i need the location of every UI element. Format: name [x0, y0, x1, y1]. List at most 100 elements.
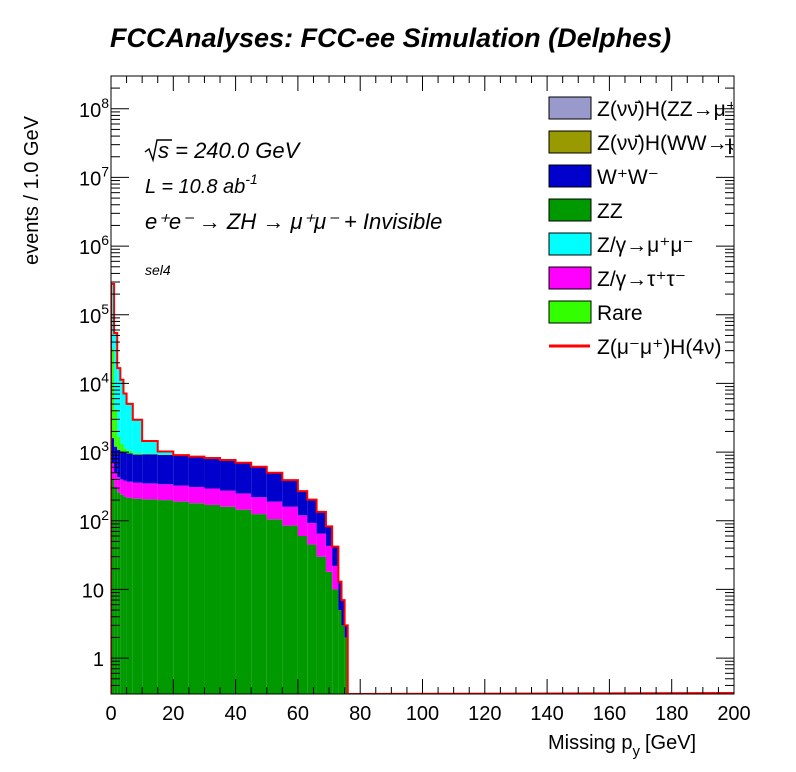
bar-series3-bin4 — [123, 448, 127, 453]
bar-series4-bin1 — [114, 333, 118, 410]
annotation-selection: sel4 — [145, 262, 171, 278]
bar-series4-bin3 — [120, 379, 124, 444]
bar-series1-bin2 — [117, 477, 121, 493]
chart-title: FCCAnalyses: FCC-ee Simulation (Delphes) — [110, 23, 671, 53]
bar-series1-bin8 — [157, 484, 174, 501]
bar-series1-bin19 — [316, 533, 326, 557]
bar-series1-bin12 — [220, 490, 236, 507]
legend-swatch — [548, 96, 592, 120]
x-tick-label: 60 — [287, 703, 309, 725]
bar-series3-bin3 — [120, 443, 124, 452]
x-tick-label: 40 — [224, 703, 246, 725]
legend-label: Z/γ→τ⁺τ⁻ — [597, 268, 686, 291]
bar-series0-bin22 — [338, 610, 342, 694]
x-tick-label: 120 — [468, 703, 501, 725]
bar-series2-bin0 — [111, 438, 115, 463]
x-axis-label: Missing py [GeV] — [548, 732, 696, 760]
bar-series2-bin4 — [123, 452, 127, 481]
bar-series2-bin20 — [325, 526, 333, 546]
y-tick-label: 102 — [79, 507, 109, 534]
x-tick-label: 0 — [105, 703, 116, 725]
x-axis: 0 20 40 60 80 100 120 140 160 180 200 — [105, 76, 751, 725]
bar-series3-bin6 — [132, 453, 143, 455]
bar-series1-bin16 — [282, 506, 298, 526]
bar-series2-bin11 — [204, 458, 221, 489]
bar-series2-bin12 — [220, 460, 236, 491]
bar-series0-bin6 — [132, 498, 143, 694]
bar-series2-bin6 — [132, 454, 143, 483]
bar-series1-bin10 — [188, 487, 205, 504]
bar-series2-bin18 — [307, 499, 317, 523]
bar-series2-bin9 — [173, 455, 189, 486]
bar-series0-bin0 — [111, 479, 115, 694]
legend-label: Rare — [597, 302, 643, 325]
bar-series2-bin10 — [188, 456, 205, 488]
annotation-process: e⁺e⁻ → ZH → μ⁺μ⁻ + Invisible — [145, 209, 442, 234]
legend-swatch — [548, 130, 592, 154]
bar-series0-bin12 — [220, 506, 236, 694]
bar-series2-bin1 — [114, 446, 118, 473]
y-tick-label: 1 — [93, 649, 104, 671]
bar-series4-bin2 — [117, 368, 121, 437]
bar-series4-bin8 — [157, 451, 174, 455]
legend: Z(νν̄)H(ZZ→μ⁺μ⁻ν⁺ν⁻) Z(νν̄)H(WW→μ⁺νμ⁻ν) W⁺… — [548, 96, 733, 359]
y-tick-label: 10 — [82, 580, 104, 602]
bar-series2-bin13 — [235, 462, 252, 494]
bar-series1-bin1 — [114, 472, 118, 488]
legend-swatch — [548, 266, 592, 290]
bar-series0-bin9 — [173, 501, 189, 694]
bar-series1-bin15 — [266, 501, 283, 520]
bar-series2-bin5 — [126, 453, 133, 482]
y-tick-label: 107 — [79, 163, 109, 190]
bar-series0-bin4 — [123, 496, 127, 694]
x-tick-label: 200 — [717, 703, 750, 725]
bar-series0-bin19 — [316, 556, 326, 694]
bar-series2-bin7 — [142, 454, 158, 484]
bar-series0-bin10 — [188, 503, 205, 694]
sqrt-symbol — [144, 139, 172, 163]
bar-series1-bin7 — [142, 483, 158, 500]
legend-swatch — [548, 164, 592, 188]
bar-series0-bin23 — [341, 625, 345, 694]
bar-series0-bin7 — [142, 499, 158, 694]
y-tick-label: 106 — [79, 232, 109, 259]
bar-series0-bin11 — [204, 504, 221, 694]
bar-series0-bin1 — [114, 488, 118, 694]
legend-label: W⁺W⁻ — [597, 166, 659, 189]
bar-series0-bin17 — [297, 535, 308, 694]
bar-series0-bin2 — [117, 492, 121, 694]
y-tick-label: 105 — [79, 301, 109, 328]
annotation-luminosity: L = 10.8 ab-1 — [145, 171, 258, 198]
bar-series4-bin0 — [111, 283, 115, 350]
bar-series1-bin13 — [235, 493, 252, 510]
legend-swatch — [548, 198, 592, 222]
annotation-sqrt-s: s = 240.0 GeV — [144, 138, 302, 163]
y-tick-label: 103 — [79, 438, 109, 465]
bar-series0-bin5 — [126, 497, 133, 694]
annotation-sqrt-s-text: s = 240.0 GeV — [158, 138, 302, 163]
bar-series2-bin17 — [297, 491, 308, 516]
bar-series2-bin24 — [344, 625, 348, 638]
bar-series4-bin4 — [123, 393, 127, 449]
x-tick-label: 100 — [406, 703, 439, 725]
y-axis: 1 10 102 103 104 105 106 107 108 — [79, 75, 734, 695]
bar-series0-bin21 — [332, 589, 339, 694]
x-tick-label: 160 — [593, 703, 626, 725]
bar-series1-bin9 — [173, 485, 189, 502]
y-axis-label: events / 1.0 GeV — [21, 115, 43, 265]
bar-series1-bin17 — [297, 515, 308, 536]
bar-series2-bin8 — [157, 454, 174, 485]
bar-series1-bin18 — [307, 522, 317, 545]
x-tick-label: 20 — [162, 703, 184, 725]
bar-series0-bin14 — [251, 514, 267, 694]
bar-series1-bin21 — [332, 565, 339, 590]
bar-series1-bin11 — [204, 488, 221, 505]
bar-series3-bin5 — [126, 450, 133, 454]
bar-series2-bin22 — [338, 581, 342, 611]
bar-series1-bin5 — [126, 481, 133, 498]
y-tick-label: 104 — [79, 369, 109, 396]
bar-series0-bin13 — [235, 509, 252, 694]
y-tick-label: 108 — [79, 95, 109, 122]
legend-swatch — [548, 232, 592, 256]
